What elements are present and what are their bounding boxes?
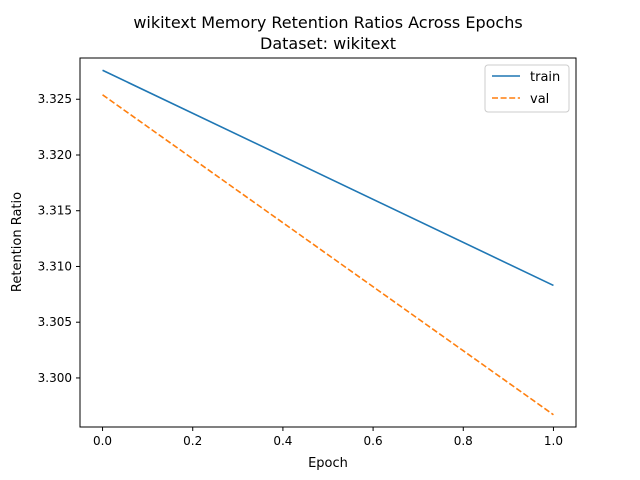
chart-subtitle: Dataset: wikitext [260,34,396,53]
y-tick-label: 3.305 [38,315,72,329]
x-tick-label: 1.0 [544,434,563,448]
y-axis-ticks: 3.300 3.305 3.310 3.315 3.320 3.325 [38,92,80,385]
y-tick-label: 3.325 [38,92,72,106]
series-layer [102,69,554,416]
legend-label-val: val [530,92,549,107]
y-tick-label: 3.315 [38,204,72,218]
x-tick-label: 0.8 [454,434,473,448]
x-tick-label: 0.4 [273,434,292,448]
legend: train val [484,64,570,113]
legend-label-train: train [530,70,560,85]
x-axis-label: Epoch [308,456,348,471]
x-axis-ticks: 0.0 0.2 0.4 0.6 0.8 1.0 [93,427,563,448]
series-line-train [102,69,554,287]
y-tick-label: 3.320 [38,148,72,162]
plot-area [79,57,577,428]
x-tick-label: 0.2 [183,434,202,448]
x-tick-label: 0.0 [93,434,112,448]
x-tick-label: 0.6 [364,434,383,448]
y-tick-label: 3.300 [38,371,72,385]
y-axis-label: Retention Ratio [10,192,25,292]
series-line-val [102,94,554,416]
chart-title: wikitext Memory Retention Ratios Across … [133,13,522,32]
y-tick-label: 3.310 [38,259,72,273]
